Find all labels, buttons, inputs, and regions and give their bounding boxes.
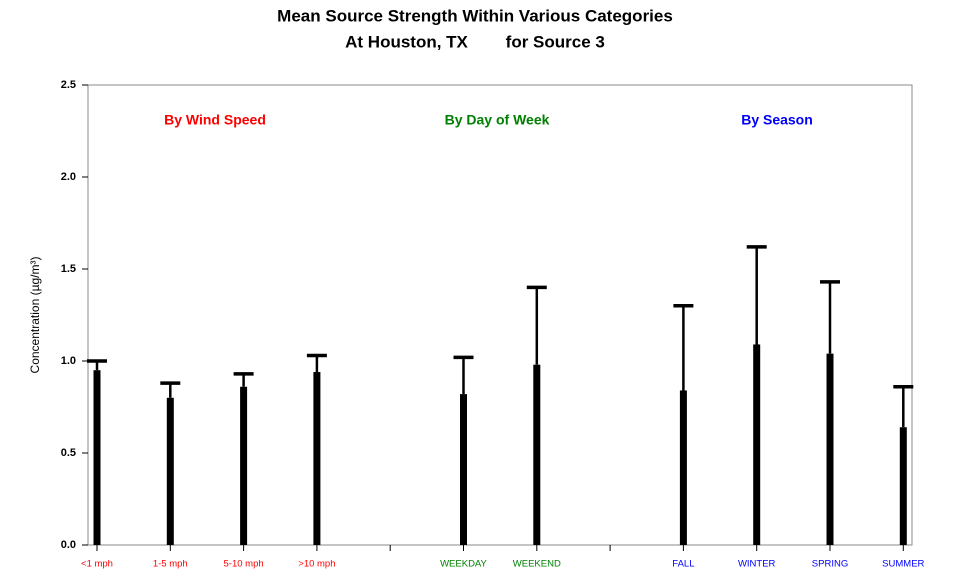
x-tick-label: <1 mph	[81, 559, 113, 570]
bar	[93, 370, 101, 545]
plot-frame	[87, 84, 913, 546]
y-tick-label: 2.0	[61, 171, 76, 183]
bar	[753, 344, 761, 545]
y-tick-label: 0.5	[61, 447, 76, 459]
bar	[166, 397, 174, 545]
x-tick-label: FALL	[672, 559, 694, 570]
bar	[826, 353, 834, 545]
x-tick-label: SPRING	[812, 559, 848, 570]
y-tick-label: 0.0	[61, 539, 76, 551]
bar	[460, 394, 467, 545]
chart-title: Mean Source Strength Within Various Cate…	[277, 6, 673, 25]
group-label: By Season	[741, 112, 813, 128]
y-axis-label: Concentration (µg/m³)	[28, 257, 42, 374]
x-tick-label: 5-10 mph	[224, 559, 264, 570]
y-tick-label: 1.0	[61, 355, 76, 367]
group-label: By Wind Speed	[164, 112, 266, 128]
x-tick-label: WINTER	[738, 559, 776, 570]
x-tick-label: >10 mph	[298, 559, 335, 570]
y-tick-label: 2.5	[61, 79, 76, 91]
x-tick-label: WEEKEND	[513, 559, 561, 570]
group-label: By Day of Week	[445, 112, 550, 128]
bar	[533, 364, 541, 545]
bar	[679, 390, 687, 545]
bar	[240, 386, 248, 545]
bar	[899, 427, 907, 545]
y-tick-label: 1.5	[61, 263, 76, 275]
x-tick-label: 1-5 mph	[153, 559, 188, 570]
chart-subtitle: At Houston, TX for Source 3	[345, 32, 605, 51]
x-tick-label: SUMMER	[882, 559, 924, 570]
bar	[313, 372, 321, 545]
x-tick-label: WEEKDAY	[440, 559, 487, 570]
